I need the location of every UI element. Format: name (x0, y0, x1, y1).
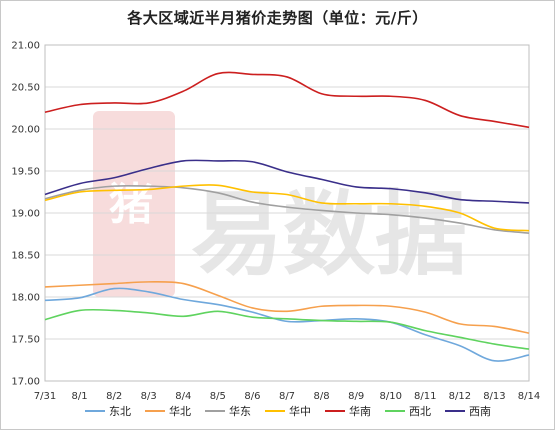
legend-label-0: 东北 (109, 405, 131, 418)
legend-label-3: 华中 (289, 404, 311, 418)
watermark-logo-text: 猪 (109, 179, 153, 230)
y-tick-label: 19.50 (11, 167, 40, 178)
watermark-logo (93, 111, 175, 297)
chart-title: 各大区域近半月猪价走势图（单位：元/斤） (127, 9, 428, 27)
x-tick-label: 7/31 (34, 391, 56, 402)
legend-label-6: 西南 (469, 405, 491, 418)
legend-label-1: 华北 (169, 404, 191, 418)
x-tick-label: 8/7 (279, 391, 295, 402)
x-tick-label: 8/8 (314, 391, 330, 402)
plot-area (44, 44, 530, 382)
x-tick-label: 8/11 (414, 391, 436, 402)
x-tick-label: 8/1 (72, 391, 88, 402)
series-line-6 (44, 159, 530, 204)
x-tick-label: 8/14 (518, 391, 540, 402)
x-tick-label: 8/10 (379, 391, 401, 402)
x-tick-label: 8/9 (348, 391, 364, 402)
y-tick-label: 20.50 (11, 83, 40, 94)
x-tick-label: 8/2 (106, 391, 122, 402)
series-line-2 (44, 184, 530, 234)
x-tick-label: 8/4 (175, 391, 191, 402)
series-line-1 (44, 281, 530, 334)
x-tick-label: 8/12 (449, 391, 471, 402)
y-tick-label: 17.50 (11, 335, 40, 346)
y-tick-label: 21.00 (11, 41, 40, 52)
legend-label-5: 西北 (409, 405, 431, 418)
x-tick-label: 8/5 (210, 391, 226, 402)
x-tick-label: 8/6 (244, 391, 260, 402)
series-line-4 (44, 71, 530, 129)
legend-label-2: 华东 (229, 404, 251, 418)
x-tick-label: 8/13 (483, 391, 505, 402)
series-line-0 (44, 287, 530, 362)
x-tick-label: 8/3 (141, 391, 157, 402)
legend-label-4: 华南 (349, 404, 371, 418)
y-tick-label: 18.00 (11, 293, 40, 304)
y-tick-label: 19.00 (11, 209, 40, 220)
series-line-5 (44, 308, 530, 350)
y-tick-label: 17.00 (11, 377, 40, 388)
y-tick-label: 20.00 (11, 125, 40, 136)
y-tick-label: 18.50 (11, 251, 40, 262)
series-line-3 (44, 184, 530, 232)
